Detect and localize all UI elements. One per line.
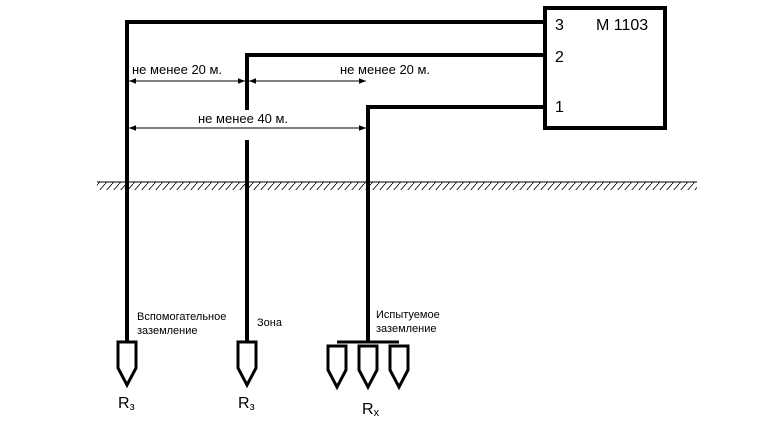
distance-label: не менее 20 м. [132, 62, 222, 77]
terminal-label: 3 [555, 17, 564, 34]
electrode [388, 344, 410, 391]
caption: Вспомогательное [137, 311, 226, 323]
caption: Испытуемое [376, 309, 440, 321]
distance-label: не менее 40 м. [198, 111, 288, 126]
symbol-letter: R [238, 395, 250, 412]
device-label: М 1103 [596, 17, 648, 34]
ground-hatch [97, 182, 697, 190]
symbol-letter: R [118, 395, 130, 412]
device-box [543, 6, 667, 130]
caption: Зона [257, 317, 283, 329]
terminal-label: 1 [555, 99, 564, 116]
symbol: Rx [362, 401, 380, 419]
distance-label: не менее 20 м. [340, 62, 430, 77]
electrode [326, 344, 348, 391]
caption: заземление [376, 323, 437, 335]
terminal-label: 2 [555, 49, 564, 66]
symbol-subscript: x [374, 407, 380, 419]
caption: заземление [137, 325, 198, 337]
symbol-subscript: з [250, 401, 255, 413]
symbol: Rз [238, 395, 255, 413]
symbol-letter: R [362, 401, 374, 418]
wire [245, 53, 545, 110]
electrode [236, 340, 258, 389]
symbol-subscript: з [130, 401, 135, 413]
symbol: Rз [118, 395, 135, 413]
electrode [116, 340, 138, 389]
electrode [357, 344, 379, 391]
wire [366, 105, 545, 342]
wire [125, 20, 545, 342]
